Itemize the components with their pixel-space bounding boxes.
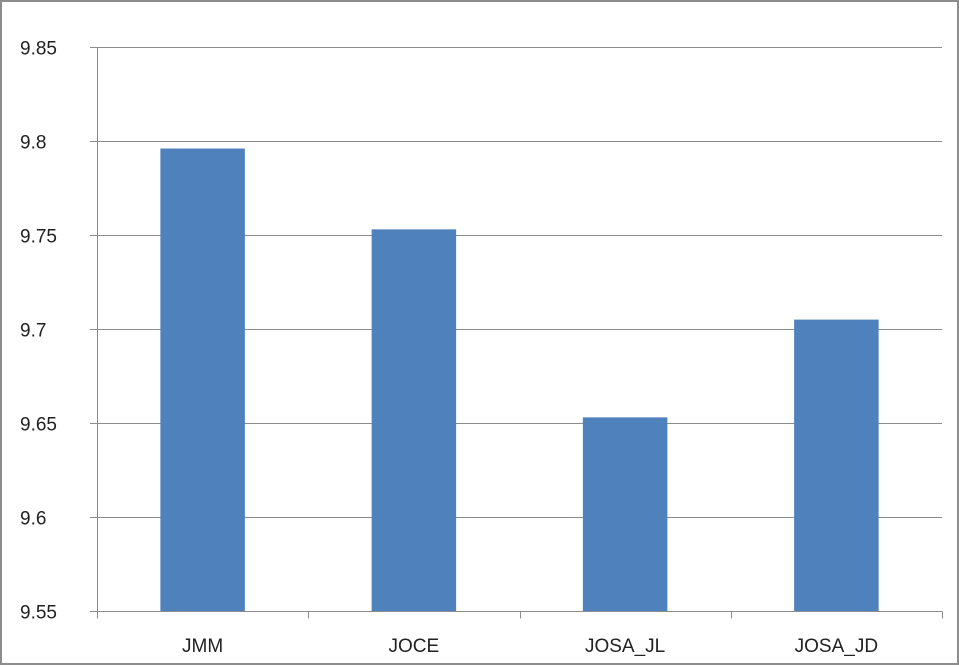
y-tick-label: 9.7	[20, 321, 46, 342]
bar-jmm	[160, 148, 245, 611]
bar-josa-jl	[582, 417, 668, 611]
x-tick-label: JOCE	[389, 636, 440, 657]
y-tick-label: 9.55	[20, 603, 57, 624]
y-tick-label: 9.8	[20, 133, 46, 154]
bars	[160, 148, 879, 612]
x-tick-label: JOSA_JL	[585, 636, 665, 657]
bar-josa-jd	[794, 319, 879, 611]
y-tick-label: 9.75	[20, 227, 57, 248]
bar-joce	[371, 229, 457, 612]
axes	[90, 47, 943, 619]
y-tick-label: 9.6	[20, 509, 46, 530]
x-tick-label: JMM	[182, 636, 223, 657]
y-tick-label: 9.65	[20, 415, 57, 436]
tick-labels: 9.55 9.6 9.65 9.7 9.75 9.8 9.85 JMM JOCE JOSA_JL J…	[20, 39, 878, 658]
x-tick-label: JOSA_JD	[795, 636, 878, 657]
y-tick-label: 9.85	[20, 39, 57, 60]
